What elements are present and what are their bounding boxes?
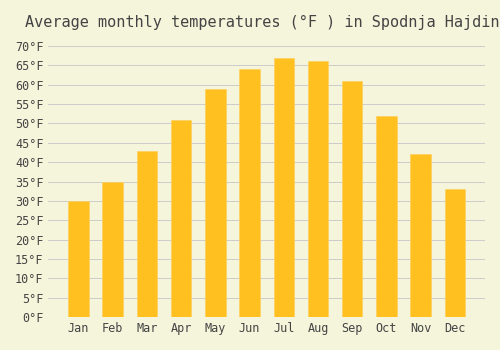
Bar xyxy=(102,182,123,317)
Bar xyxy=(376,116,396,317)
Bar xyxy=(205,89,226,317)
Bar xyxy=(410,154,431,317)
Title: Average monthly temperatures (°F ) in Spodnja Hajdina: Average monthly temperatures (°F ) in Sp… xyxy=(25,15,500,30)
Bar xyxy=(171,119,192,317)
Bar xyxy=(274,57,294,317)
Bar xyxy=(136,150,157,317)
Bar xyxy=(240,69,260,317)
Bar xyxy=(342,81,362,317)
Bar xyxy=(68,201,88,317)
Bar xyxy=(308,61,328,317)
Bar xyxy=(444,189,465,317)
